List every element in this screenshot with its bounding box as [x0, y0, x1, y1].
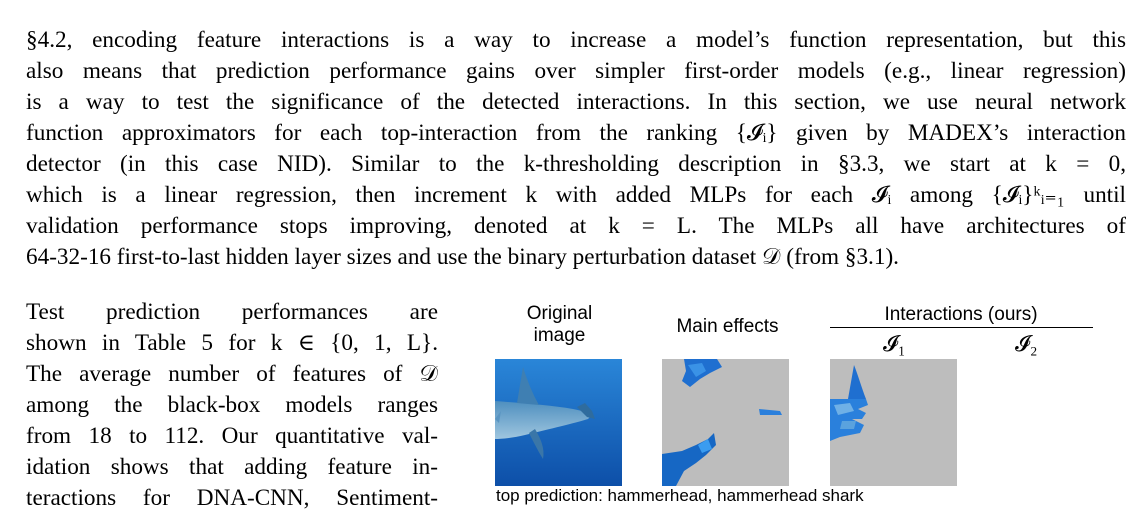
column-line-5: from 18 to 112. Our quantitative val- — [26, 423, 438, 449]
column-line-3: The average number of features of 𝒟 — [26, 361, 438, 387]
paragraph-line-7: validation performance stops improving, … — [26, 213, 1126, 239]
original-label-line-2: image — [533, 325, 586, 346]
original-image-caption: Original image — [496, 303, 623, 347]
column-line-7: teractions for DNA-CNN, Sentiment- — [26, 485, 438, 511]
prediction-caption: top prediction: hammerhead, hammerhead s… — [496, 486, 864, 505]
paragraph-line-1: §4.2, encoding feature interactions is a… — [26, 27, 1126, 53]
interactions-caption: Interactions (ours) — [884, 304, 1038, 325]
paragraph-line-8: 64-32-16 first-to-last hidden layer size… — [26, 244, 899, 270]
original-label-line-1: Original — [526, 303, 593, 324]
main-effects-image — [662, 359, 789, 486]
original-shark-image — [495, 359, 622, 486]
interaction-1-label: 𝓘₁ — [883, 331, 906, 356]
interaction-1-image — [830, 359, 957, 486]
main-effects-caption: Main effects — [676, 316, 779, 337]
interactions-underline — [830, 327, 1093, 329]
column-line-4: among the black-box models ranges — [26, 392, 438, 418]
paragraph-line-6: which is a linear regression, then incre… — [26, 182, 1126, 208]
interaction-2-label: 𝓘₂ — [1015, 331, 1038, 356]
paragraph-line-3: is a way to test the significance of the… — [26, 89, 1126, 115]
paragraph-line-4: function approximators for each top-inte… — [26, 120, 1126, 146]
column-line-1: Test prediction performances are — [26, 299, 438, 325]
column-line-6: idation shows that adding feature in- — [26, 454, 438, 480]
paragraph-line-5: detector (in this case NID). Similar to … — [26, 151, 1126, 177]
column-line-2: shown in Table 5 for k ∈ {0, 1, L}. — [26, 330, 438, 356]
paragraph-line-2: also means that prediction performance g… — [26, 58, 1126, 84]
